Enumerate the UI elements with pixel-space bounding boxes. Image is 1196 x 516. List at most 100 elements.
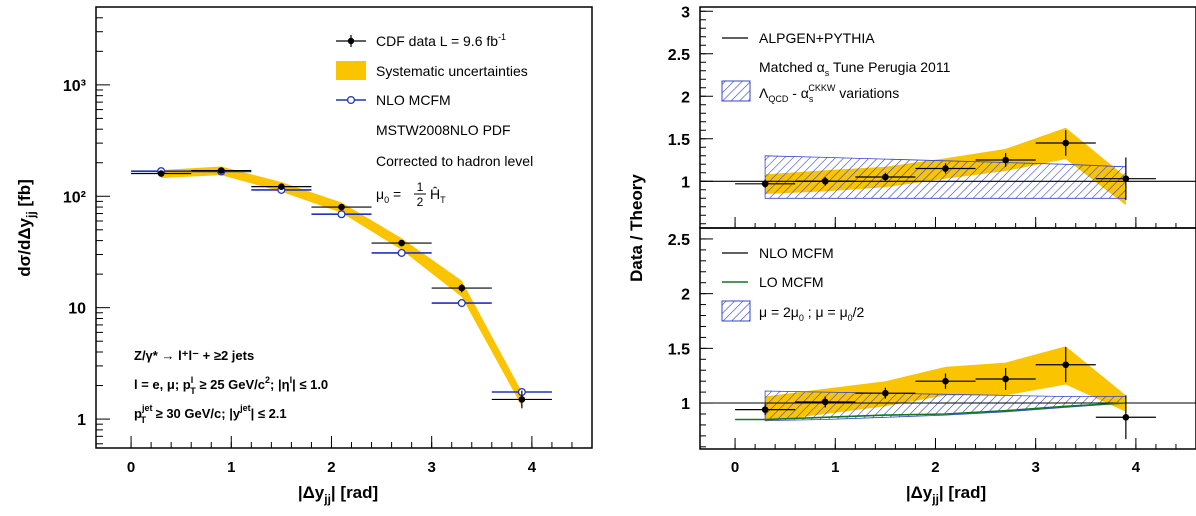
RB-ytick-label-2.5: 2.5 [668, 232, 690, 249]
left-data-point-1 [217, 167, 225, 174]
right-xtick-label-4: 4 [1132, 459, 1141, 476]
legend-data-label: CDF data L = 9.6 fb-1 [376, 32, 506, 49]
legend-var-swatch [721, 80, 751, 102]
left-xtick-label-0: 0 [127, 459, 135, 476]
cuts-l3-sub: T [140, 415, 146, 425]
cuts-l2-sub: T [190, 386, 196, 396]
RB-data-point-1 [821, 398, 829, 406]
right-panels: 1 1.5 2 2.5 3 1 1.5 2 2.5 0 1 2 3 4 Data / Theory |Δy… [627, 4, 1196, 506]
right-y-axis-label: Data / Theory [627, 174, 646, 282]
right-bottom-theory-lines [700, 402, 1196, 421]
legend-syst-label: Systematic uncertainties [376, 63, 528, 79]
scale-frac-num: 1 [417, 180, 424, 194]
legend-nlo-mcfm-label: NLO MCFM [759, 245, 834, 261]
right-axis-ticks: 1 1.5 2 2.5 3 1 1.5 2 2.5 0 1 2 3 4 [668, 4, 1177, 476]
scale-h: Ĥ [430, 186, 440, 202]
left-x-label-main: |Δy [298, 483, 325, 502]
legend-data-text: CDF data L = 9.6 fb [376, 33, 498, 49]
RT-data-point-0 [761, 180, 769, 188]
cuts-line-1: Z/γ* → l⁺l⁻ + ≥2 jets [134, 348, 254, 363]
var-f: variations [835, 85, 899, 101]
scale-h-sub: T [440, 195, 446, 205]
RT-data-point-5 [1062, 139, 1070, 147]
cuts-l3-jet: jet [239, 403, 251, 413]
RB-data-point-6 [1122, 413, 1130, 421]
RB-data-point-0 [761, 406, 769, 413]
right-top-data-points [735, 130, 1156, 200]
left-xtick-label-2: 2 [327, 459, 335, 476]
scale-mu-sub: 0 [384, 195, 389, 205]
RT-ytick-label-1.5: 1.5 [668, 132, 690, 149]
right-bottom-legend: NLO MCFM LO MCFM μ = 2μ0 ; μ = μ0/2 [721, 245, 865, 323]
left-y-label-main: dσ/dΔy [15, 217, 34, 276]
legend-tune-label: Matched αs Tune Perugia 2011 [759, 59, 951, 78]
RT-data-point-2 [882, 173, 889, 181]
left-cuts-text: Z/γ* → l⁺l⁻ + ≥2 jets l = e, μ; pl T ≥ 25… [134, 348, 328, 425]
cuts-l2-d: ≥ 25 GeV/c [196, 377, 265, 392]
right-xtick-label-2: 2 [931, 459, 939, 476]
scale-mu: μ [376, 186, 384, 202]
nlo-point-4 [397, 248, 406, 257]
right-x-label-main: |Δy [906, 483, 933, 502]
right-top-legend: ALPGEN+PYTHIA Matched αs Tune Perugia 20… [721, 30, 951, 104]
legend-var-label: ΛQCD - αsCKKW variations [759, 83, 899, 104]
mu-e: /2 [853, 304, 865, 320]
tune-a: Matched α [759, 59, 825, 75]
cuts-l2-f: ; |η [270, 377, 290, 392]
right-xtick-label-0: 0 [731, 459, 739, 476]
cuts-l2-sup: l [191, 375, 194, 385]
var-b: QCD [768, 94, 789, 104]
legend-mu-label: μ = 2μ0 ; μ = μ0/2 [759, 304, 865, 323]
left-data-point-5 [458, 284, 466, 292]
RB-data-point-5 [1062, 361, 1070, 369]
mu-b: 0 [799, 313, 804, 323]
legend-pdf-label: MSTW2008NLO PDF [376, 122, 511, 138]
left-x-label-tail: | [rad] [331, 483, 378, 502]
var-e: CKKW [808, 83, 836, 93]
scale-frac-den: 2 [417, 195, 424, 209]
left-ytick-label-1000: 10³ [63, 78, 86, 95]
cuts-l3-d: ≥ 30 GeV/c; |y [152, 406, 241, 421]
left-systematic-band [161, 166, 522, 407]
legend-scale-label: μ0 = 1 2 ĤT [376, 180, 446, 209]
RB-ytick-label-1: 1 [681, 396, 690, 413]
cuts-l2-eta-sup: l [290, 375, 293, 385]
left-x-label-sub: jj [323, 492, 331, 506]
RT-ytick-label-1: 1 [681, 174, 690, 191]
left-data-point-4 [398, 239, 405, 247]
mu-d: 0 [848, 313, 853, 323]
right-xtick-label-1: 1 [831, 459, 839, 476]
tune-c: Tune Perugia 2011 [829, 59, 950, 75]
legend-alpgen-label: ALPGEN+PYTHIA [759, 30, 875, 46]
left-legend: CDF data L = 9.6 fb-1 Systematic uncerta… [336, 32, 533, 209]
left-ytick-label-100: 10² [63, 189, 86, 206]
right-xtick-label-3: 3 [1032, 459, 1040, 476]
svg-text:ĤT: ĤT [430, 186, 446, 205]
left-data-point-0 [157, 170, 165, 177]
var-c: - α [788, 85, 809, 101]
var-a: Λ [759, 85, 769, 101]
left-frame [95, 6, 593, 449]
mu-c: ; μ = μ [804, 304, 848, 320]
RT-data-point-3 [942, 165, 949, 172]
cuts-l3-sup: jet [141, 403, 153, 413]
RB-ytick-label-2: 2 [681, 287, 690, 304]
right-bottom-frame [699, 227, 1196, 450]
RT-ytick-label-3: 3 [681, 4, 690, 21]
left-xtick-label-4: 4 [528, 459, 537, 476]
scale-eq: = [389, 186, 401, 202]
RB-data-point-2 [882, 389, 889, 397]
cuts-l2-h: | ≤ 1.0 [292, 377, 328, 392]
right-x-label-sub: jj [931, 492, 939, 506]
cuts-l2-sq: 2 [265, 375, 270, 385]
left-y-label-tail: [fb] [15, 179, 34, 211]
legend-nlo-marker [336, 95, 366, 105]
RT-data-point-6 [1122, 175, 1130, 182]
RB-ytick-label-1.5: 1.5 [668, 341, 690, 358]
legend-syst-swatch [336, 61, 366, 80]
RB-data-point-3 [942, 377, 949, 385]
svg-text:μ0 =: μ0 = [376, 186, 401, 205]
